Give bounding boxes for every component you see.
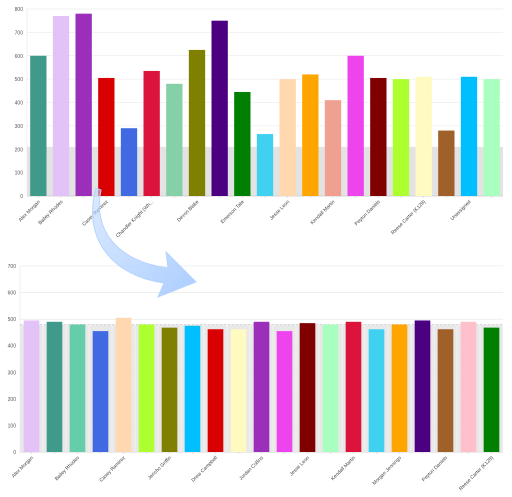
top-bar-chart: 0 100 200 300 400 500 600 700 800 Alex Morgan Bail… — [15, 7, 503, 239]
bar — [230, 329, 247, 452]
bar — [207, 329, 224, 452]
bar — [438, 130, 455, 196]
bar — [460, 76, 478, 196]
bar — [391, 324, 408, 452]
x-tick-label: Morgan Jennings — [372, 455, 404, 487]
x-tick-label: Emerson Tate — [220, 199, 246, 225]
bar — [370, 77, 387, 196]
y-tick-label: 700 — [15, 30, 24, 36]
x-tick-label: Devon Blake — [176, 199, 200, 223]
y-tick-label: 600 — [15, 54, 24, 60]
x-tick-label: Kendall Martin — [330, 455, 357, 482]
y-tick-label: 700 — [8, 264, 17, 270]
bar — [211, 20, 228, 196]
bar — [115, 317, 132, 452]
bar — [483, 327, 500, 452]
bar — [483, 79, 500, 196]
x-tick-label: Alex Morgan — [18, 199, 42, 223]
bar — [161, 327, 178, 452]
y-tick-label: 500 — [15, 77, 24, 83]
bar — [279, 79, 296, 196]
bar — [166, 83, 183, 196]
x-tick-label: Jordan Collins — [238, 455, 265, 482]
top-chart-canvas: 0 100 200 300 400 500 600 700 800 Alex MorganBail… — [15, 7, 503, 239]
bar — [92, 331, 109, 452]
x-tick-label: Jericho Griffin — [147, 455, 173, 481]
x-tick-label: Jesse Leon — [269, 199, 291, 221]
x-tick-label: Unassigned — [449, 199, 472, 222]
bar — [345, 321, 362, 452]
x-tick-label: Kendall Martin — [310, 199, 337, 226]
y-tick-label: 400 — [8, 344, 17, 350]
y-tick-label: 300 — [15, 124, 24, 130]
bar — [322, 324, 339, 452]
x-tick-label: Jesse Leon — [289, 455, 311, 477]
x-tick-label: Peyton Daniels — [421, 455, 449, 483]
x-tick-label: Peyton Daniels — [354, 199, 382, 227]
bar — [256, 134, 274, 196]
bar — [98, 77, 115, 196]
x-tick-label: Bailey Rhodes — [37, 199, 64, 226]
y-tick-label: 800 — [15, 7, 24, 13]
bottom-bar-chart: 0 100 200 300 400 500 600 700 Alex Morgan Bailey … — [0, 262, 512, 492]
x-tick-label: Drew Campbell — [190, 455, 218, 483]
x-tick-label: Alex Morgan — [11, 455, 35, 479]
bar — [253, 321, 270, 452]
y-tick-label: 600 — [8, 291, 17, 297]
bar — [347, 55, 364, 196]
bar — [460, 321, 477, 452]
bar — [368, 329, 385, 452]
bar — [299, 323, 316, 452]
bar — [69, 324, 86, 452]
bar — [143, 70, 160, 196]
bar — [23, 320, 40, 452]
bar — [234, 91, 251, 196]
bar — [184, 325, 201, 452]
bar — [324, 100, 342, 196]
y-tick-label: 100 — [15, 171, 24, 177]
y-tick-label: 200 — [8, 397, 17, 403]
bar — [52, 16, 70, 197]
bar — [302, 74, 319, 196]
y-tick-label: 400 — [15, 101, 24, 107]
bar — [120, 128, 138, 196]
bar — [415, 76, 432, 196]
bar — [188, 49, 206, 196]
y-tick-label: 0 — [13, 450, 16, 456]
x-tick-label: Reese Carter (K128) — [458, 455, 495, 492]
bar — [437, 329, 454, 452]
bar — [75, 13, 92, 196]
bar — [392, 79, 410, 196]
x-tick-label: Chandler Knight (Wh... — [115, 199, 155, 239]
x-tick-label: Bailey Rhodes — [54, 455, 81, 482]
x-tick-label: Casey Ramirez — [98, 455, 127, 484]
y-tick-label: 300 — [8, 370, 17, 376]
bar — [414, 320, 431, 452]
x-tick-label: Reese Carter (K128) — [390, 199, 427, 236]
x-tick-label: Casey Ramirez — [81, 199, 110, 228]
y-tick-label: 200 — [15, 147, 24, 153]
bar — [276, 331, 293, 452]
bar — [30, 55, 47, 196]
bottom-chart-canvas: 0 100 200 300 400 500 600 700 Alex Morgan Bailey … — [8, 264, 503, 492]
y-tick-label: 500 — [8, 317, 17, 323]
bar — [46, 321, 63, 452]
y-tick-label: 100 — [8, 423, 17, 429]
bar — [138, 324, 155, 452]
y-tick-label: 0 — [20, 194, 23, 200]
